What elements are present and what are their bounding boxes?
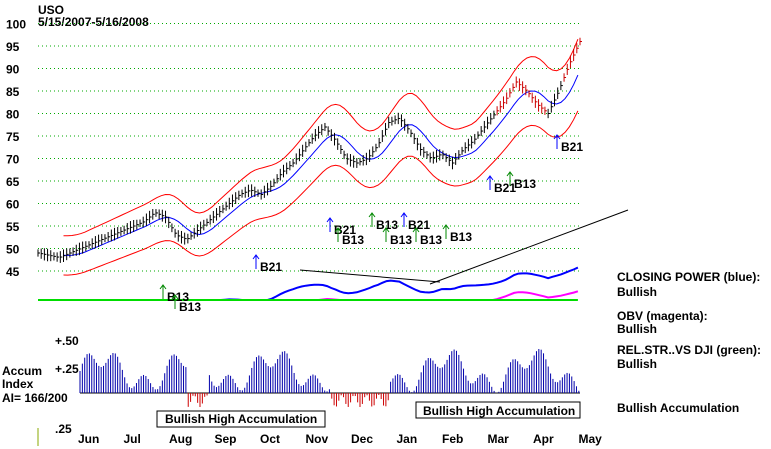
month-label-apr: Apr (533, 432, 554, 446)
signal-arrowhead (368, 212, 376, 218)
accum-box-2 (415, 401, 581, 419)
accum-tick-low: .25 (55, 422, 72, 436)
legend-relstr: REL.STR..VS DJI (green): (617, 343, 761, 357)
month-label-sep: Sep (215, 432, 237, 446)
ai-value: AI= 166/200 (2, 391, 68, 405)
signal-arrowhead (252, 254, 260, 260)
signal-label: B13 (167, 290, 189, 304)
trendline-flat (299, 269, 441, 283)
month-axis: Jun Jul Aug Sep Oct Nov Dec Jan Feb Mar Apr May (78, 432, 602, 446)
signal-arrowhead (326, 217, 334, 223)
price-tick-90: 90 (6, 63, 20, 77)
signal-arrowhead (334, 227, 342, 233)
signal-arrowhead (486, 175, 494, 181)
price-tick-100: 100 (6, 18, 26, 32)
signal-arrowhead (506, 171, 514, 177)
accum-tick-high: +.50 (55, 334, 79, 348)
month-label-feb: Feb (442, 432, 463, 446)
month-label-jun: Jun (78, 432, 99, 446)
upper-band (63, 39, 579, 237)
price-tick-45: 45 (6, 265, 20, 279)
legend-obv: OBV (magenta): (617, 309, 708, 323)
price-tick-80: 80 (6, 108, 20, 122)
obv-line (38, 290, 579, 301)
signal-label: B13 (450, 230, 472, 244)
signal-arrowhead (159, 284, 167, 290)
month-label-jul: Jul (124, 432, 141, 446)
signal-label: B13 (390, 233, 412, 247)
signal-label: B21 (260, 260, 282, 274)
legend-closing-power-status: Bullish (617, 285, 657, 299)
price-tick-50: 50 (6, 243, 20, 257)
indicator-lines (38, 209, 629, 301)
signal-arrowhead (400, 212, 408, 218)
legend-obv-status: Bullish (617, 322, 657, 336)
signal-label: B21 (561, 140, 583, 154)
price-tick-65: 65 (6, 175, 20, 189)
price-bars (37, 37, 582, 263)
accum-box-1-label: Bullish High Accumulation (165, 412, 317, 426)
signal-label: B13 (514, 177, 536, 191)
accum-box-2-label: Bullish High Accumulation (423, 404, 575, 418)
month-label-jan: Jan (397, 432, 418, 446)
accum-label-2: Index (2, 377, 34, 391)
closing-power-line (38, 266, 579, 301)
price-tick-95: 95 (6, 40, 20, 54)
legend-closing-power: CLOSING POWER (blue): (617, 270, 760, 284)
legend-relstr-status: Bullish (617, 357, 657, 371)
price-tick-60: 60 (6, 198, 20, 212)
price-bands (63, 39, 579, 276)
signal-arrowhead (442, 224, 450, 230)
month-label-nov: Nov (306, 432, 329, 446)
chart-title: USO (38, 3, 64, 17)
signal-label: B13 (420, 233, 442, 247)
signal-label: B21 (494, 181, 516, 195)
price-tick-70: 70 (6, 153, 20, 167)
price-tick-75: 75 (6, 130, 20, 144)
price-gridlines (38, 23, 580, 272)
month-label-aug: Aug (169, 432, 192, 446)
signal-arrowhead (412, 227, 420, 233)
lower-band (63, 110, 579, 276)
trendline-rising (429, 209, 629, 285)
signal-label: B13 (376, 218, 398, 232)
signal-label: B13 (342, 233, 364, 247)
month-label-dec: Dec (351, 432, 373, 446)
accum-box-1 (156, 410, 326, 428)
accum-tick-mid: +.25 (55, 362, 79, 376)
signal-label: B13 (179, 300, 201, 314)
signal-label: B21 (408, 218, 430, 232)
accumulation-histogram (79, 348, 580, 407)
price-axis: 45 50 55 60 65 70 75 80 85 90 95 100 (6, 18, 26, 280)
signal-arrowhead (553, 134, 561, 140)
accum-label-1: Accum (2, 364, 42, 378)
price-tick-55: 55 (6, 220, 20, 234)
month-label-oct: Oct (260, 432, 280, 446)
price-tick-85: 85 (6, 85, 20, 99)
chart-subtitle: 5/15/2007-5/16/2008 (38, 15, 149, 29)
month-label-may: May (579, 432, 603, 446)
accum-status: Bullish Accumulation (617, 401, 739, 415)
signal-arrowhead (382, 227, 390, 233)
month-label-mar: Mar (488, 432, 510, 446)
signal-arrowhead (171, 294, 179, 300)
signal-label: B21 (334, 223, 356, 237)
moving-average (63, 74, 579, 256)
